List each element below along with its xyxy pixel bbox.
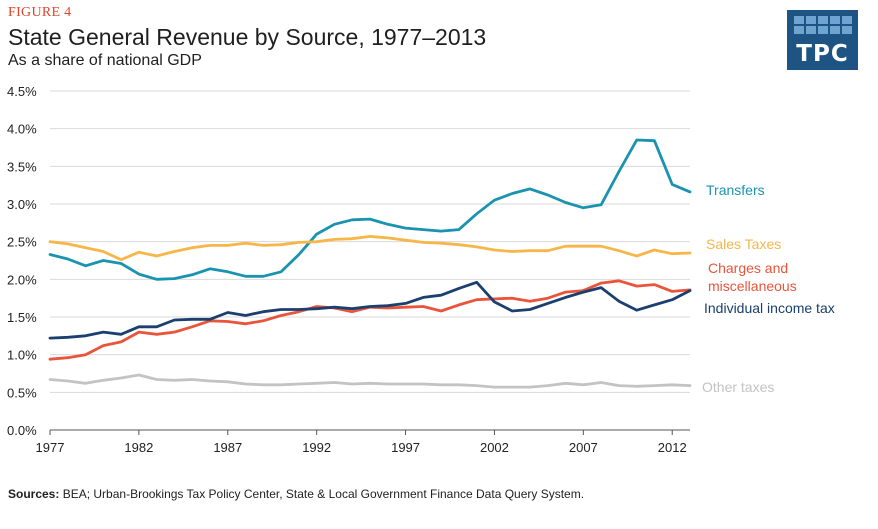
x-tick-label: 2012: [658, 440, 687, 455]
logo-grid-icon: [794, 16, 852, 36]
x-tick-label: 2002: [480, 440, 509, 455]
series-line-sales-taxes: [48, 234, 692, 262]
series-line-transfers: [48, 138, 692, 281]
y-tick-label: 0.5%: [7, 385, 37, 400]
x-tick-label: 1997: [391, 440, 420, 455]
y-tick-label: 1.0%: [7, 348, 37, 363]
series-line-individual-income-tax: [48, 280, 692, 340]
chart-subtitle: As a share of national GDP: [8, 52, 202, 69]
chart-title: State General Revenue by Source, 1977–20…: [8, 24, 487, 50]
sources-note: Sources: BEA; Urban-Brookings Tax Policy…: [8, 487, 584, 501]
y-tick-label: 3.0%: [7, 197, 37, 212]
x-tick-label: 1977: [36, 440, 65, 455]
figure-label: FIGURE 4: [8, 5, 72, 20]
y-tick-label: 4.5%: [7, 84, 37, 99]
x-tick-label: 1987: [213, 440, 242, 455]
series-label-sales-taxes: Sales Taxes: [706, 236, 781, 252]
y-tick-label: 3.5%: [7, 159, 37, 174]
series-label-charges-and-miscellaneous: Charges and miscellaneous: [708, 260, 797, 294]
line-chart: 0.0% 0.5% 1.0% 1.5% 2.0% 2.5% 3.0% 3.5% 4.0% 4.5%…: [7, 84, 835, 455]
x-tick-label: 1992: [302, 440, 331, 455]
y-tick-label: 2.0%: [7, 272, 37, 287]
logo-text: TPC: [796, 41, 849, 67]
y-tick-label: 2.5%: [7, 235, 37, 250]
tpc-logo: TPC: [787, 10, 858, 70]
sources-text: BEA; Urban-Brookings Tax Policy Center, …: [62, 487, 585, 501]
sources-label: Sources:: [8, 487, 60, 501]
x-tick-label: 2007: [569, 440, 598, 455]
y-tick-label: 0.0%: [7, 423, 37, 438]
y-tick-label: 1.5%: [7, 310, 37, 325]
series-label-transfers: Transfers: [706, 182, 765, 198]
series-label-other-taxes: Other taxes: [702, 379, 774, 395]
series-line-other-taxes: [48, 373, 692, 389]
y-tick-label: 4.0%: [7, 122, 37, 137]
x-tick-label: 1982: [124, 440, 153, 455]
series-line-charges-and-miscellaneous: [48, 279, 692, 361]
series-label-individual-income-tax: Individual income tax: [704, 300, 835, 316]
